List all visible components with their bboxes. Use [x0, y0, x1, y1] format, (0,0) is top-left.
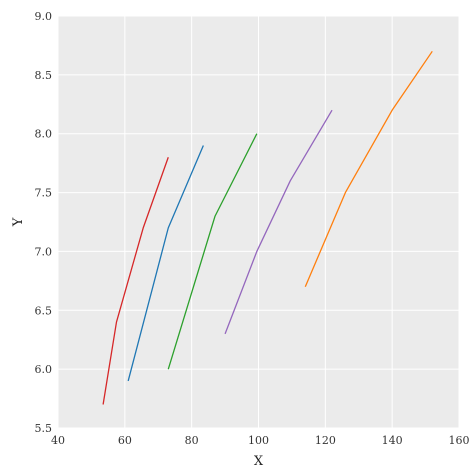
y-axis-label: Y [11, 217, 26, 227]
x-tick-label: 120 [315, 434, 336, 447]
series-line-2 [127, 145, 204, 382]
y-tick-labels: 5.5 6.0 6.5 7.0 7.5 8.0 8.5 9.0 [35, 10, 53, 435]
y-tick-label: 7.0 [35, 245, 53, 258]
x-tick-label: 60 [118, 434, 132, 447]
y-tick-label: 6.0 [35, 363, 53, 376]
series-group [102, 50, 433, 405]
series-line-3 [167, 133, 258, 370]
x-tick-label: 40 [51, 434, 65, 447]
x-tick-label: 80 [185, 434, 199, 447]
y-tick-label: 8.0 [35, 128, 53, 141]
series-line-4 [224, 109, 333, 335]
y-tick-label: 8.5 [35, 69, 53, 82]
y-tick-label: 7.5 [35, 187, 53, 200]
x-tick-labels: 40 60 80 100 120 140 160 [51, 434, 470, 447]
x-tick-label: 100 [248, 434, 269, 447]
y-tick-label: 5.5 [35, 422, 53, 435]
x-tick-label: 140 [382, 434, 403, 447]
x-tick-label: 160 [449, 434, 470, 447]
y-tick-label: 9.0 [35, 10, 53, 23]
y-tick-label: 6.5 [35, 304, 53, 317]
series-line-5 [304, 50, 433, 287]
series-line-1 [102, 157, 169, 405]
x-axis-label: X [254, 454, 264, 469]
grid-lines [57, 15, 460, 429]
